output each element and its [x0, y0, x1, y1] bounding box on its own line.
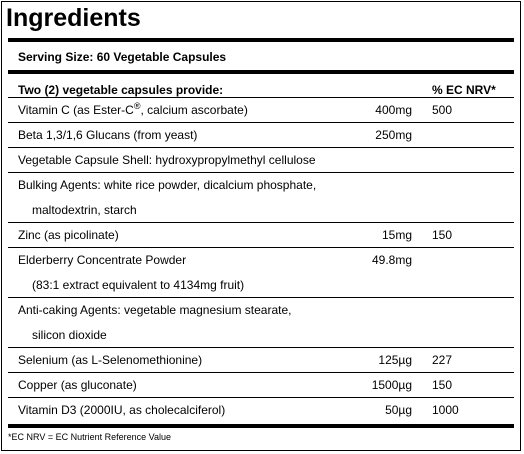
row-divider — [8, 222, 514, 223]
row-divider — [8, 122, 514, 123]
table-row: Selenium (as L-Selenomethionine) 125µg 2… — [8, 348, 514, 373]
header-divider — [8, 97, 514, 98]
row-name: Copper (as gluconate) — [18, 378, 137, 392]
table-row: Vegetable Capsule Shell: hydroxypropylme… — [8, 148, 514, 173]
row-amount: 49.8mg — [371, 253, 412, 267]
table-row: maltodextrin, starch — [8, 198, 514, 223]
registered-mark: ® — [133, 101, 141, 111]
row-divider — [8, 172, 514, 173]
row-name: Selenium (as L-Selenomethionine) — [18, 353, 203, 367]
table-row: (83:1 extract equivalent to 4134mg fruit… — [8, 273, 514, 298]
table-row: Copper (as gluconate) 1500µg 150 — [8, 373, 514, 398]
row-name: Anti-caking Agents: vegetable magnesium … — [18, 303, 292, 317]
row-nrv: 150 — [432, 378, 453, 392]
footnote: *EC NRV = EC Nutrient Reference Value — [8, 432, 171, 442]
row-name: Vegetable Capsule Shell: hydroxypropylme… — [18, 153, 316, 167]
page-title: Ingredients — [6, 4, 141, 32]
row-divider — [8, 347, 514, 348]
table-row: Zinc (as picolinate) 15mg 150 — [8, 223, 514, 248]
row-divider — [8, 372, 514, 373]
row-nrv: 1000 — [432, 403, 459, 417]
table-row: Vitamin D3 (2000IU, as cholecalciferol) … — [8, 398, 514, 423]
row-divider — [8, 297, 514, 298]
row-amount: 250mg — [375, 128, 412, 142]
serving-size: Serving Size: 60 Vegetable Capsules — [18, 50, 227, 64]
row-divider — [8, 147, 514, 148]
row-name: Vitamin C (as Ester-C®, calcium ascorbat… — [18, 101, 248, 118]
table-row: Beta 1,3/1,6 Glucans (from yeast) 250mg — [8, 123, 514, 148]
row-name: silicon dioxide — [32, 328, 107, 342]
table-bottom-divider — [8, 424, 514, 428]
row-name: maltodextrin, starch — [32, 203, 137, 217]
table-row: silicon dioxide — [8, 323, 514, 348]
table-row: Elderberry Concentrate Powder 49.8mg — [8, 248, 514, 273]
title-divider — [8, 38, 514, 42]
row-name: Elderberry Concentrate Powder — [18, 253, 187, 267]
serving-divider — [8, 70, 514, 74]
table-row: Anti-caking Agents: vegetable magnesium … — [8, 298, 514, 323]
row-name: (83:1 extract equivalent to 4134mg fruit… — [32, 278, 245, 292]
row-divider — [8, 247, 514, 248]
table-row: Bulking Agents: white rice powder, dical… — [8, 173, 514, 198]
row-nrv: 150 — [432, 228, 453, 242]
table-header-provides: Two (2) vegetable capsules provide: — [18, 83, 224, 97]
row-nrv: 500 — [432, 103, 453, 117]
row-amount: 50µg — [385, 403, 412, 417]
row-name: Vitamin D3 (2000IU, as cholecalciferol) — [18, 403, 226, 417]
row-divider — [8, 397, 514, 398]
row-amount: 1500µg — [371, 378, 412, 392]
row-amount: 125µg — [378, 353, 412, 367]
table-header-nrv: % EC NRV* — [432, 83, 496, 97]
row-amount: 15mg — [381, 228, 412, 242]
table-row: Vitamin C (as Ester-C®, calcium ascorbat… — [8, 98, 514, 123]
row-name: Zinc (as picolinate) — [18, 228, 119, 242]
row-name: Bulking Agents: white rice powder, dical… — [18, 178, 317, 192]
row-nrv: 227 — [432, 353, 453, 367]
row-amount: 400mg — [375, 103, 412, 117]
row-name: Beta 1,3/1,6 Glucans (from yeast) — [18, 128, 198, 142]
